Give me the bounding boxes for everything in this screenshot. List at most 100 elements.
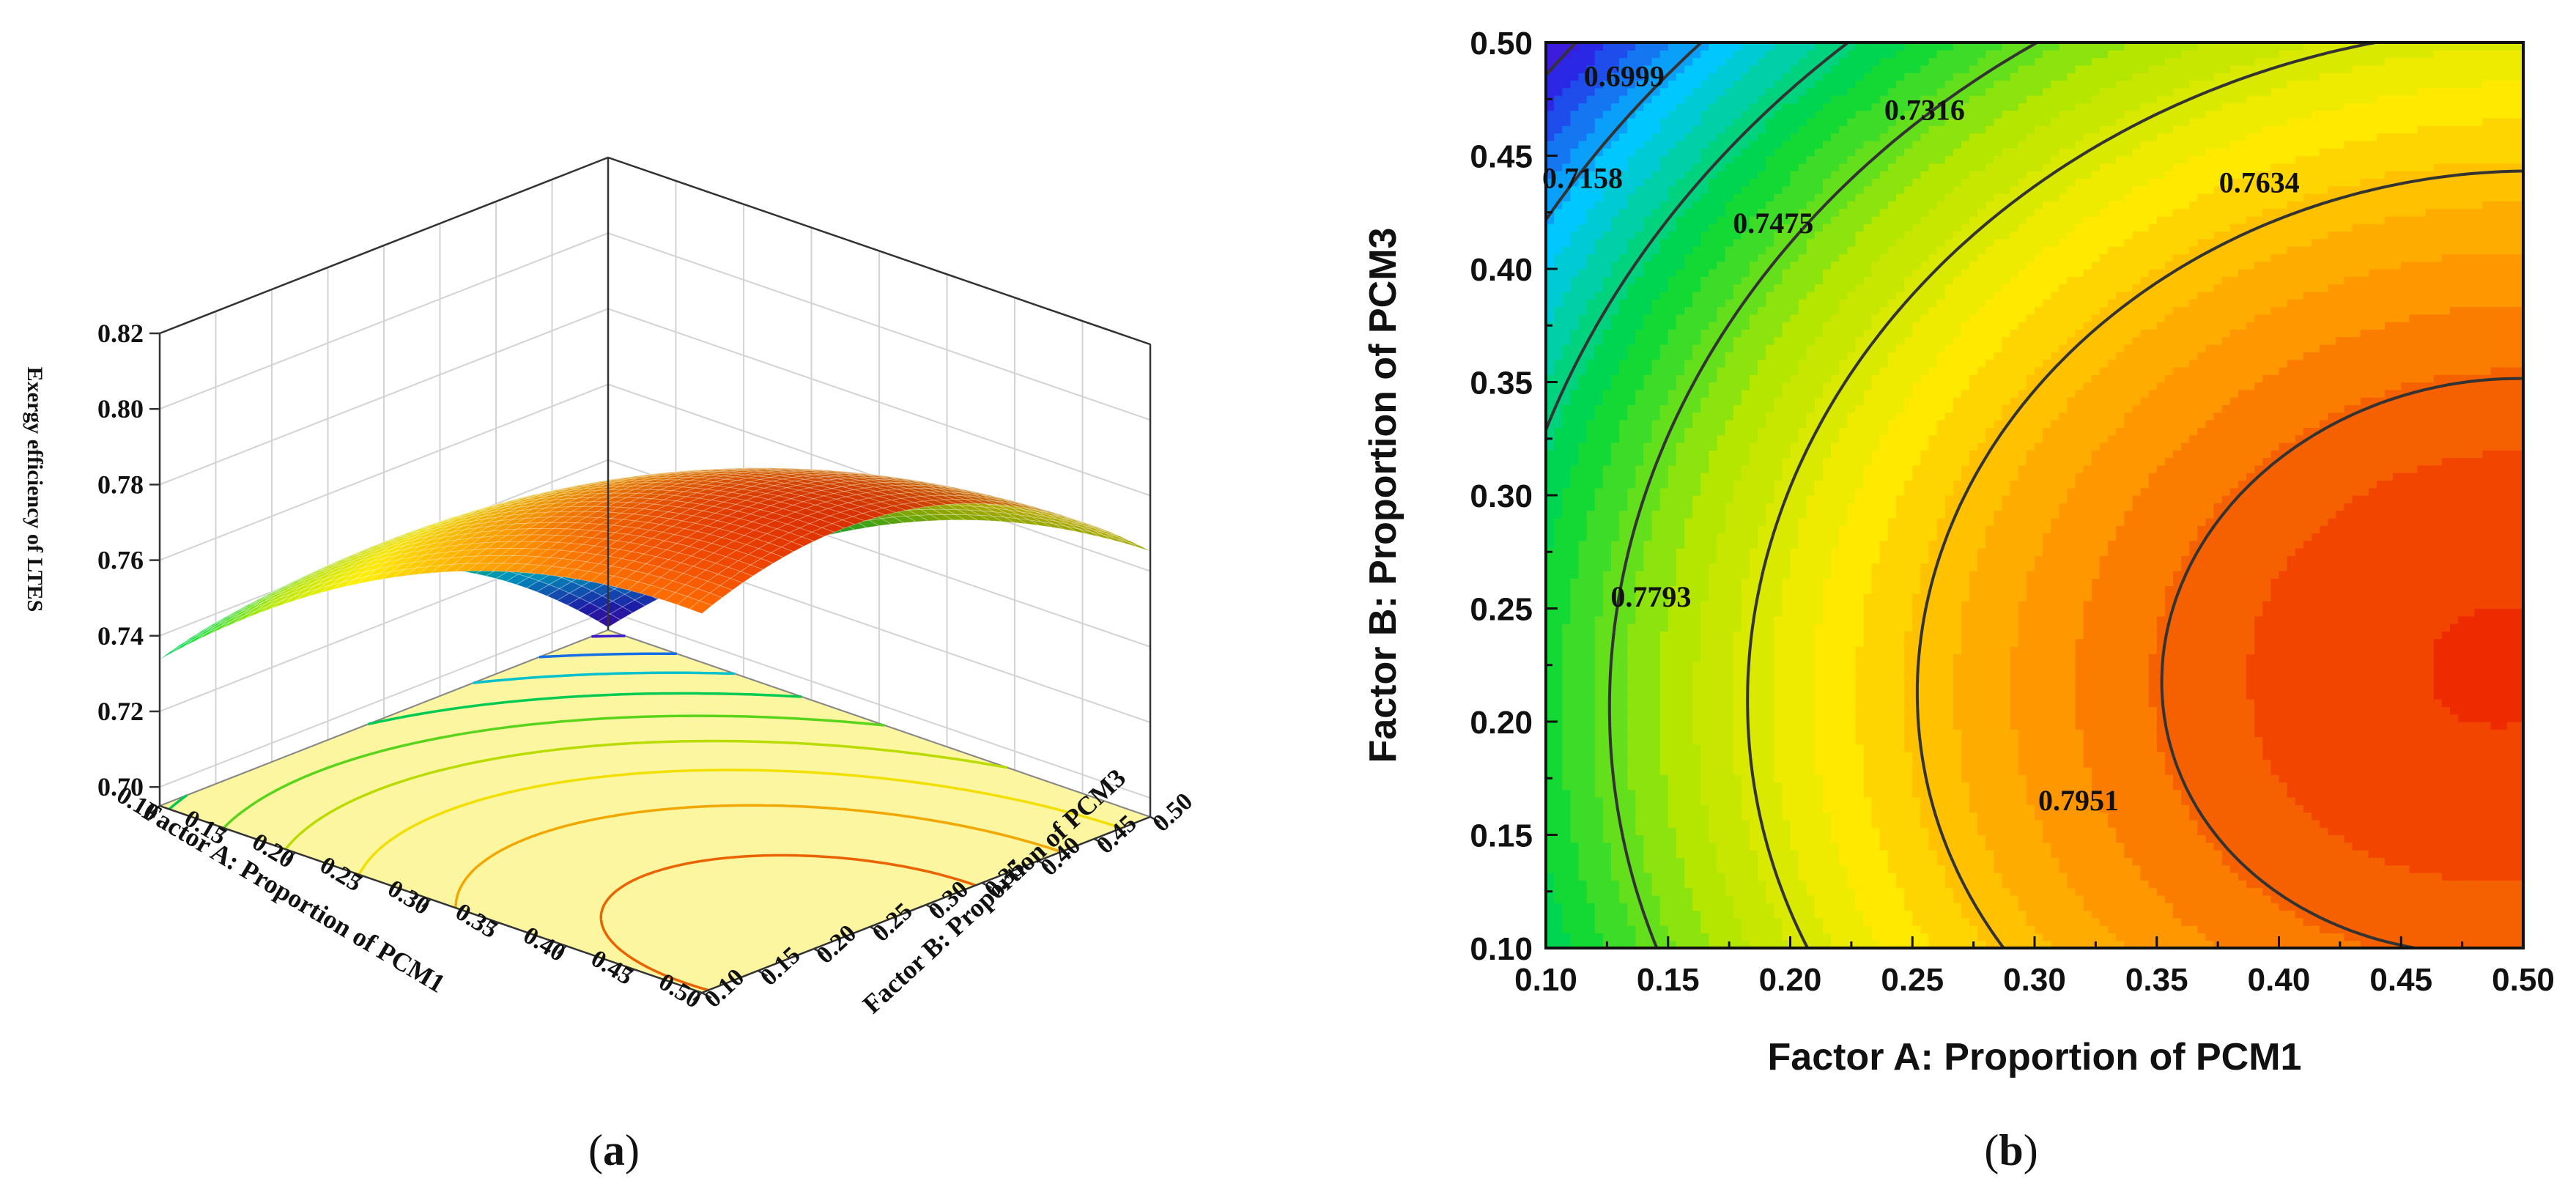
contour-fill-cell: [1717, 238, 1726, 247]
contour-fill-cell: [1717, 601, 1726, 610]
contour-fill-cell: [1586, 699, 1596, 707]
contour-fill-cell: [1643, 722, 1653, 730]
contour-fill-cell: [1700, 563, 1709, 571]
contour-fill-cell: [1635, 276, 1644, 285]
contour-fill-cell: [1619, 412, 1628, 421]
contour-fill-cell: [1692, 80, 1701, 89]
contour-fill-cell: [1700, 306, 1709, 315]
contour-fill-cell: [1668, 57, 1677, 66]
contour-fill-cell: [1676, 473, 1685, 481]
contour-fill-cell: [1651, 540, 1661, 549]
contour-fill-cell: [1627, 73, 1636, 81]
contour-fill-cell: [1676, 118, 1685, 126]
contour-fill-cell: [1692, 434, 1701, 443]
contour-fill-cell: [1668, 87, 1677, 96]
contour-fill-cell: [1725, 842, 1734, 851]
contour-fill-cell: [1676, 933, 1685, 941]
contour-fill-cell: [1651, 178, 1661, 187]
contour-fill-cell: [1635, 171, 1644, 179]
contour-fill-cell: [1725, 615, 1734, 624]
contour-fill-cell: [1594, 374, 1604, 383]
contour-fill-cell: [1668, 261, 1677, 270]
contour-fill-cell: [1546, 925, 1555, 933]
contour-fill-cell: [1643, 208, 1653, 217]
contour-fill-cell: [1733, 404, 1742, 413]
contour-fill-cell: [1741, 473, 1750, 481]
contour-fill-cell: [1709, 118, 1718, 126]
contour-fill-cell: [1709, 804, 1718, 813]
contour-fill-cell: [1554, 404, 1563, 413]
contour-fill-cell: [1635, 284, 1644, 292]
contour-fill-cell: [1684, 442, 1693, 451]
contour-fill-cell: [1709, 201, 1718, 210]
contour-fill-cell: [1651, 125, 1661, 134]
contour-fill-cell: [1610, 722, 1620, 730]
contour-fill-cell: [1586, 706, 1596, 715]
contour-fill-cell: [1562, 729, 1571, 738]
contour-fill-cell: [1586, 819, 1596, 828]
contour-fill-cell: [1676, 865, 1685, 873]
contour-fill-cell: [1643, 103, 1653, 111]
contour-fill-cell: [1594, 766, 1604, 775]
contour-fill-cell: [1570, 601, 1580, 610]
contour-fill-cell: [1700, 238, 1709, 247]
contour-fill-cell: [1602, 64, 1612, 73]
contour-fill-cell: [1627, 238, 1636, 247]
contour-fill-cell: [1554, 608, 1563, 617]
contour-fill-cell: [1676, 608, 1685, 617]
contour-fill-cell: [1635, 73, 1644, 81]
contour-fill-cell: [1586, 548, 1596, 556]
contour-fill-cell: [1717, 623, 1726, 632]
contour-fill-cell: [1570, 118, 1580, 126]
contour-fill-cell: [1586, 253, 1596, 262]
contour-fill-cell: [1546, 631, 1555, 640]
contour-fill-cell: [1619, 480, 1628, 489]
contour-fill-cell: [1594, 646, 1604, 654]
contour-fill-cell: [1619, 73, 1628, 81]
contour-fill-cell: [1709, 57, 1718, 66]
contour-fill-cell: [1659, 668, 1669, 677]
contour-fill-cell: [1619, 291, 1628, 300]
contour-fill-cell: [1578, 473, 1588, 481]
contour-fill-cell: [1725, 155, 1734, 164]
contour-fill-cell: [1578, 133, 1588, 141]
contour-fill-cell: [1651, 397, 1661, 405]
contour-fill-cell: [1725, 623, 1734, 632]
contour-fill-cell: [1684, 291, 1693, 300]
contour-fill-cell: [1651, 103, 1661, 111]
contour-fill-cell: [1586, 291, 1596, 300]
contour-fill-cell: [1725, 510, 1734, 519]
contour-fill-cell: [1602, 736, 1612, 745]
contour-fill-cell: [1586, 163, 1596, 171]
contour-fill-cell: [1741, 533, 1750, 541]
contour-fill-cell: [1709, 533, 1718, 541]
contour-fill-cell: [1627, 887, 1636, 896]
contour-fill-cell: [1643, 555, 1653, 564]
contour-fill-cell: [1725, 284, 1734, 292]
contour-fill-cell: [1733, 940, 1742, 948]
contour-fill-cell: [1627, 80, 1636, 89]
contour-fill-cell: [1733, 171, 1742, 179]
contour-fill-cell: [1570, 464, 1580, 473]
contour-fill-cell: [1610, 155, 1620, 164]
contour-fill-cell: [1627, 722, 1636, 730]
contour-fill-cell: [1578, 593, 1588, 601]
contour-fill-cell: [1733, 933, 1742, 941]
contour-fill-cell: [1668, 819, 1677, 828]
contour-fill-cell: [1709, 223, 1718, 232]
contour-fill-cell: [1676, 917, 1685, 926]
contour-fill-cell: [1725, 601, 1734, 610]
contour-fill-cell: [1651, 736, 1661, 745]
contour-fill-cell: [1586, 201, 1596, 210]
contour-fill-cell: [1709, 208, 1718, 217]
contour-fill-cell: [1546, 495, 1555, 503]
contour-fill-cell: [1717, 646, 1726, 654]
contour-fill-cell: [1733, 510, 1742, 519]
contour-fill-cell: [1692, 118, 1701, 126]
contour-fill-cell: [1725, 261, 1734, 270]
contour-fill-cell: [1627, 819, 1636, 828]
contour-fill-cell: [1610, 668, 1620, 677]
contour-fill-cell: [1717, 374, 1726, 383]
contour-fill-cell: [1692, 306, 1701, 315]
contour-fill-cell: [1610, 284, 1620, 292]
